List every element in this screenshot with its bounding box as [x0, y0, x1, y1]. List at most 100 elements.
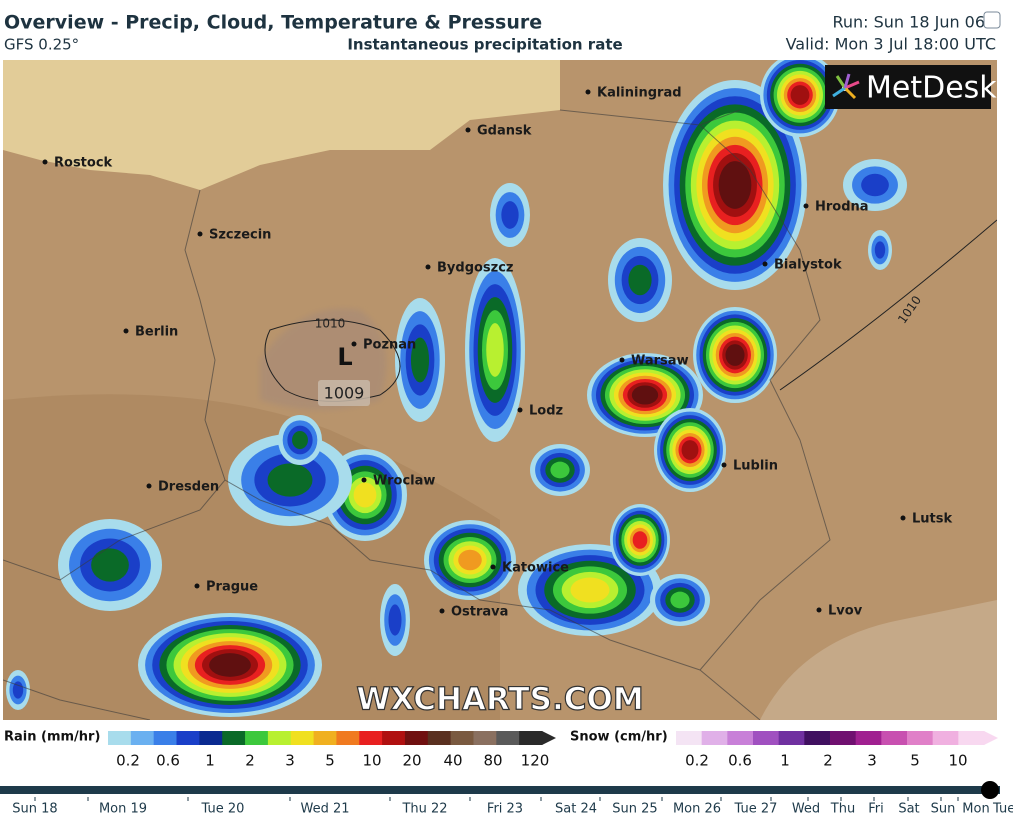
legend-swatch — [267, 731, 292, 745]
model: GFS 0.25° — [4, 36, 79, 54]
legend-label: 120 — [521, 752, 550, 770]
city-label: Bialystok — [774, 258, 842, 273]
snow-colorbar: 0.2 0.6 1 2 3 5 10 — [676, 731, 998, 770]
legend-label: 0.6 — [156, 752, 180, 770]
precip-cell — [718, 161, 752, 209]
legend-swatch — [404, 731, 429, 745]
legend-label: 10 — [948, 752, 967, 770]
legend-swatch — [855, 731, 882, 745]
city-dot — [619, 357, 625, 363]
valid-time: Valid: Mon 3 Jul 18:00 UTC — [786, 35, 996, 54]
precip-cell — [628, 264, 652, 296]
city-label: Katowice — [502, 561, 569, 576]
legend-label: 20 — [402, 752, 421, 770]
precip-cell — [209, 653, 251, 677]
legend-swatch — [932, 731, 959, 745]
timeline-day[interactable]: Wed 21 — [300, 802, 349, 817]
timeline-day[interactable]: Mon 26 — [673, 802, 721, 817]
timeline-day[interactable]: Tue 20 — [201, 802, 245, 817]
legend-label: 40 — [443, 752, 462, 770]
pressure-box — [318, 380, 370, 406]
timeline-day[interactable]: Thu — [830, 802, 855, 817]
timeline-track[interactable] — [0, 786, 1000, 794]
city-label: Lutsk — [912, 512, 952, 527]
watermark: WXCHARTS.COM — [356, 682, 643, 718]
city-label: Hrodna — [815, 200, 869, 215]
legend-label: 0.2 — [116, 752, 140, 770]
city-dot — [439, 608, 445, 614]
city-label: Bydgoszcz — [437, 261, 514, 276]
timeline-day[interactable]: Wed — [792, 802, 820, 817]
legend-swatch — [222, 731, 246, 745]
precip-cell — [292, 430, 308, 450]
precip-cell — [91, 548, 129, 582]
timeline-day[interactable]: Mon — [962, 802, 989, 817]
cities: Rostock Gdansk Kaliningrad Szczecin Bydgoszc… — [42, 86, 952, 620]
legend-swatch — [958, 731, 985, 745]
sea — [3, 60, 560, 190]
city-dot — [585, 89, 591, 95]
city-label: Lodz — [529, 404, 563, 419]
precip-cell — [570, 577, 610, 603]
city-dot — [900, 515, 906, 521]
timeline-handle[interactable] — [981, 781, 999, 799]
city-label: Lublin — [733, 459, 778, 474]
isobars — [264, 219, 997, 402]
timeline-day[interactable]: Thu 22 — [401, 802, 447, 817]
city-dot — [816, 607, 822, 613]
legend-swatch — [382, 731, 406, 745]
legend-label: 3 — [867, 752, 877, 770]
city-dot — [146, 483, 152, 489]
legend-swatch — [450, 731, 474, 745]
city-dot — [194, 583, 200, 589]
legend-swatch — [153, 731, 178, 745]
logo-icon — [832, 73, 860, 100]
city-dot — [42, 159, 48, 165]
timeline-day[interactable]: Sun 25 — [612, 802, 657, 817]
city-label: Berlin — [135, 325, 178, 340]
share-icon[interactable] — [983, 11, 1001, 29]
timeline-day[interactable]: Sun 18 — [12, 802, 57, 817]
borders — [3, 109, 831, 720]
city-label: Wroclaw — [373, 474, 435, 489]
city-label: Dresden — [158, 480, 219, 495]
precip-cell — [486, 323, 504, 377]
low-symbol: L — [337, 343, 352, 371]
low-pressure: 1009 — [324, 384, 365, 403]
legend-label: 5 — [325, 752, 335, 770]
timeline-day[interactable]: Sun — [931, 802, 956, 817]
city-label: Lvov — [828, 604, 863, 619]
legend-swatch — [701, 731, 728, 745]
logo-box — [825, 65, 991, 109]
precip-cell — [861, 173, 889, 197]
legend-label: 2 — [245, 752, 255, 770]
legend-swatch — [313, 731, 337, 745]
city-dot — [351, 341, 357, 347]
rain-colorbar: 0.2 0.6 1 2 3 5 10 20 40 80 120 — [108, 731, 556, 770]
legend-label: 80 — [483, 752, 502, 770]
city-label: Prague — [206, 580, 258, 595]
timeline-day[interactable]: Sat 24 — [555, 802, 597, 817]
timeline-day[interactable]: Tue — [992, 802, 1013, 817]
timeline-day[interactable]: Fri — [868, 802, 884, 817]
timeline-day[interactable]: Mon 19 — [99, 802, 147, 817]
rain-legend-title: Rain (mm/hr) — [4, 730, 100, 745]
precip-cell — [632, 531, 648, 549]
logo: MetDesk — [866, 71, 997, 106]
legend-swatch — [778, 731, 805, 745]
legend-swatch — [108, 731, 132, 745]
city-dot — [465, 127, 471, 133]
legend-swatch — [359, 731, 383, 745]
city-label: Kaliningrad — [597, 86, 682, 101]
legend-swatch — [804, 731, 831, 745]
city-label: Poznan — [363, 338, 416, 353]
timeline-day[interactable]: Sat — [898, 802, 919, 817]
city-dot — [123, 328, 129, 334]
legend-label: 1 — [780, 752, 790, 770]
legend-swatch — [727, 731, 754, 745]
timeline-day[interactable]: Fri 23 — [487, 802, 523, 817]
timeline-day[interactable]: Tue 27 — [734, 802, 778, 817]
legend-label: 2 — [823, 752, 833, 770]
legend-swatch — [753, 731, 780, 745]
